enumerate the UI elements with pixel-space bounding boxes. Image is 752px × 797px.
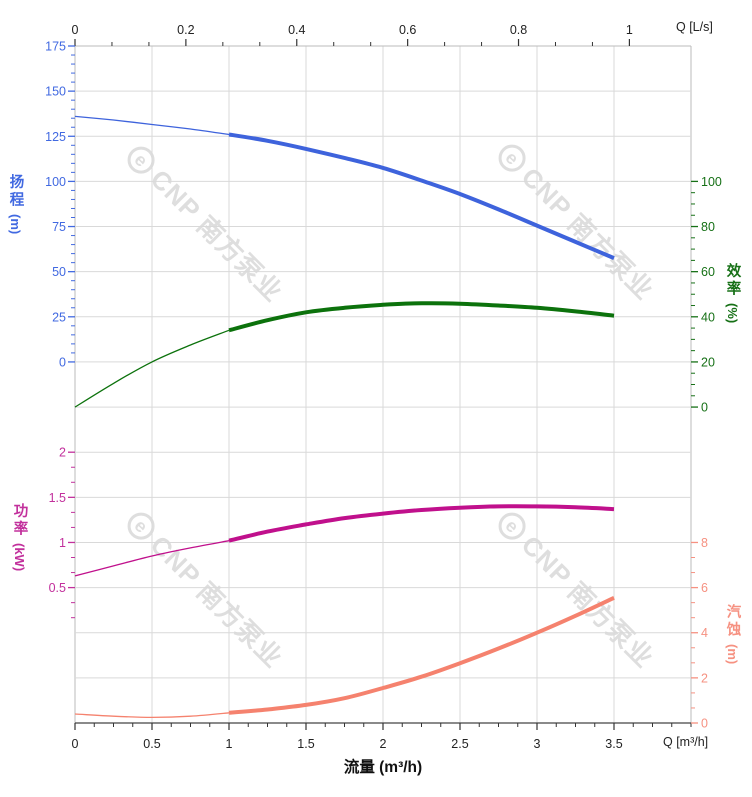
bottom-axis-tick-label: 1.5 bbox=[297, 737, 314, 751]
power-curve bbox=[74, 504, 615, 577]
eff-curve bbox=[74, 301, 615, 408]
top-axis-tick-label: 1 bbox=[626, 23, 633, 37]
eff-axis-tick-label: 40 bbox=[701, 310, 715, 324]
head-curve-rated bbox=[228, 132, 615, 260]
efficiency-axis-title: 效率 (%) bbox=[724, 263, 741, 324]
top-axis-unit-label: Q [L/s] bbox=[676, 20, 713, 34]
bottom-axis-tick-label: 3.5 bbox=[605, 737, 622, 751]
eff-curve-rated bbox=[228, 301, 615, 333]
power-axis-tick-label: 1.5 bbox=[49, 491, 66, 505]
bottom-axis-tick-label: 3 bbox=[534, 737, 541, 751]
bottom-axis: 0 0.5 1 1.5 2 2.5 3 3.5 bbox=[72, 723, 692, 751]
bottom-axis-tick-label: 2.5 bbox=[451, 737, 468, 751]
bottom-axis-tick-label: 0 bbox=[72, 737, 79, 751]
head-axis-tick-label: 125 bbox=[45, 130, 66, 144]
head-axis-tick-label: 150 bbox=[45, 85, 66, 99]
npsh-axis-tick-label: 8 bbox=[701, 536, 708, 550]
head-axis-tick-label: 50 bbox=[52, 265, 66, 279]
eff-axis: 100 80 60 40 20 0 bbox=[691, 175, 722, 415]
npsh-curve-extended bbox=[74, 712, 230, 719]
power-axis-tick-label: 1 bbox=[59, 536, 66, 550]
top-axis-tick-label: 0.2 bbox=[177, 23, 194, 37]
top-axis-tick-label: 0.4 bbox=[288, 23, 305, 37]
head-axis-tick-label: 175 bbox=[45, 40, 66, 54]
power-axis: 2 1.5 1 0.5 bbox=[49, 446, 75, 619]
head-axis-tick-label: 0 bbox=[59, 355, 66, 369]
bottom-axis-tick-label: 0.5 bbox=[143, 737, 160, 751]
npsh-axis-unit: (m) bbox=[724, 644, 740, 665]
npsh-axis-tick-label: 6 bbox=[701, 581, 708, 595]
eff-axis-tick-label: 20 bbox=[701, 355, 715, 369]
head-axis-tick-label: 25 bbox=[52, 310, 66, 324]
eff-axis-tick-label: 100 bbox=[701, 175, 722, 189]
power-axis-tick-label: 2 bbox=[59, 446, 66, 460]
head-axis-tick-label: 100 bbox=[45, 175, 66, 189]
npsh-axis-title-text: 汽蚀 bbox=[724, 604, 741, 639]
eff-axis-tick-label: 60 bbox=[701, 265, 715, 279]
head-axis: 175 150 125 100 75 50 25 0 bbox=[45, 40, 75, 369]
npsh-axis-tick-label: 4 bbox=[701, 626, 708, 640]
head-curve bbox=[74, 115, 615, 260]
power-axis-title: 功率 (kW) bbox=[11, 503, 28, 572]
npsh-axis: 8 6 4 2 0 bbox=[691, 536, 708, 731]
power-curve-rated bbox=[228, 504, 615, 543]
power-curve-extended bbox=[74, 540, 230, 577]
head-axis-title: 扬程 (m) bbox=[7, 174, 24, 235]
eff-curve-extended bbox=[74, 329, 230, 408]
svg-text:CNP 南方泵业: CNP 南方泵业 bbox=[145, 164, 289, 308]
power-axis-title-text: 功率 bbox=[11, 503, 28, 538]
head-axis-tick-label: 75 bbox=[52, 220, 66, 234]
bottom-axis-tick-label: 1 bbox=[226, 737, 233, 751]
head-axis-unit: (m) bbox=[7, 214, 23, 235]
efficiency-axis-title-text: 效率 bbox=[724, 263, 741, 298]
eff-axis-tick-label: 80 bbox=[701, 220, 715, 234]
npsh-axis-title: 汽蚀 (m) bbox=[724, 604, 741, 665]
power-axis-unit: (kW) bbox=[11, 543, 27, 572]
top-axis-tick-label: 0.6 bbox=[399, 23, 416, 37]
efficiency-axis-unit: (%) bbox=[724, 303, 740, 324]
top-axis: 0 0.2 0.4 0.6 0.8 1 bbox=[72, 23, 633, 46]
bottom-axis-unit-label: Q [m³/h] bbox=[663, 735, 709, 749]
npsh-axis-tick-label: 0 bbox=[701, 717, 708, 731]
svg-text:CNP 南方泵业: CNP 南方泵业 bbox=[145, 530, 289, 674]
top-axis-tick-label: 0 bbox=[72, 23, 79, 37]
npsh-axis-tick-label: 2 bbox=[701, 671, 708, 685]
npsh-curve bbox=[74, 595, 615, 719]
flow-axis-title: 流量 (m³/h) bbox=[343, 759, 423, 776]
power-axis-tick-label: 0.5 bbox=[49, 581, 66, 595]
head-axis-title-text: 扬程 bbox=[7, 174, 24, 209]
eff-axis-tick-label: 0 bbox=[701, 401, 708, 415]
npsh-curve-rated bbox=[228, 595, 615, 715]
head-curve-extended bbox=[74, 115, 230, 136]
top-axis-tick-label: 0.8 bbox=[510, 23, 527, 37]
gridlines bbox=[74, 45, 692, 723]
bottom-axis-tick-label: 2 bbox=[380, 737, 387, 751]
